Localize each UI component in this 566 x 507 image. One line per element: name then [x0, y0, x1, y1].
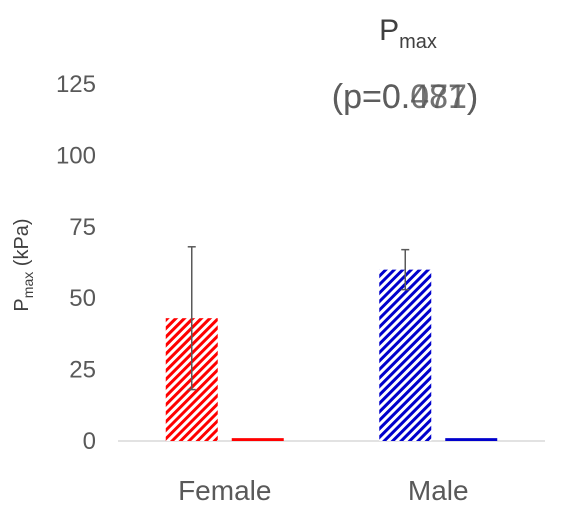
y-axis-label-main: P [11, 298, 33, 311]
y-tick-label: 25 [69, 357, 96, 384]
error-bar-female [187, 246, 196, 391]
y-tick-label: 100 [56, 142, 96, 169]
category-label-male: Male [408, 475, 469, 506]
chart-title-main: P [379, 14, 399, 47]
y-axis-label-sub: max [20, 272, 36, 298]
chart-title: Pmax [379, 14, 437, 53]
error-bar-male [401, 248, 410, 291]
y-tick-label: 75 [69, 214, 96, 241]
y-axis-label: Pmax (kPa) [11, 218, 36, 311]
category-labels: Female Male [178, 475, 469, 506]
p-value-annotation-1: (p=0.087) [332, 78, 479, 116]
p-value-annotation-2: (p=0.471) [332, 78, 479, 116]
y-tick-label: 0 [83, 428, 96, 455]
y-tick-label: 50 [69, 285, 96, 312]
bars [165, 246, 498, 441]
category-label-female: Female [178, 475, 271, 506]
y-axis-label-unit: (kPa) [11, 218, 33, 271]
bar-female-2 [231, 438, 284, 441]
y-tick-label: 125 [56, 71, 96, 98]
chart-title-sub: max [399, 31, 437, 53]
bar-male-2 [445, 438, 498, 441]
bar-male-1 [379, 269, 432, 441]
y-ticks: 0 25 50 75 100 125 [56, 71, 96, 455]
